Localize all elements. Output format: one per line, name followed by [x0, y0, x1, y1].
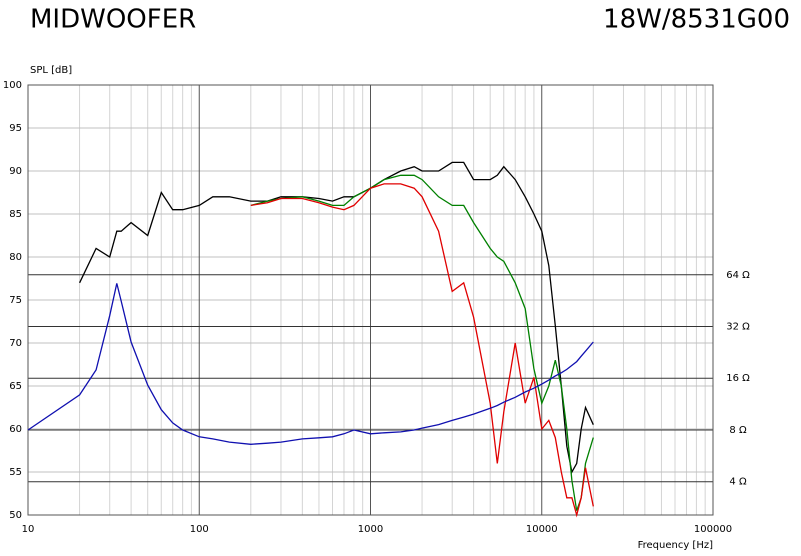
y-tick-label: 100: [3, 80, 22, 91]
x-tick-label: 10: [22, 524, 35, 535]
y-axis-label: SPL [dB]: [30, 65, 72, 76]
x-axis-label: Frequency [Hz]: [638, 540, 714, 551]
y2-tick-label: 4 Ω: [729, 477, 747, 488]
y-tick-label: 55: [9, 467, 22, 478]
y-tick-label: 90: [9, 166, 22, 177]
y-tick-label: 50: [9, 510, 22, 521]
chart-subtitle: 18W/8531G00: [603, 5, 790, 35]
series-line: [79, 161, 594, 474]
series-line: [250, 183, 594, 518]
y-tick-label: 70: [9, 338, 22, 349]
y-tick-label: 60: [9, 424, 22, 435]
y-tick-label: 75: [9, 295, 22, 306]
y-tick-label: 85: [9, 209, 22, 220]
x-tick-label: 1000: [358, 524, 383, 535]
y2-tick-label: 32 Ω: [726, 322, 750, 333]
x-tick-label: 10000: [526, 524, 558, 535]
y-tick-label: 65: [9, 381, 22, 392]
chart-title: MIDWOOFER: [30, 5, 196, 35]
y2-tick-label: 16 Ω: [726, 373, 750, 384]
series-line: [250, 174, 594, 511]
y-tick-label: 95: [9, 123, 22, 134]
x-tick-label: 100: [190, 524, 209, 535]
series-line: [27, 283, 594, 445]
plot-frame: [27, 84, 714, 516]
y2-tick-label: 8 Ω: [729, 425, 747, 436]
y2-tick-label: 64 Ω: [726, 270, 750, 281]
x-tick-label: 100000: [694, 524, 732, 535]
y-tick-label: 80: [9, 252, 22, 263]
